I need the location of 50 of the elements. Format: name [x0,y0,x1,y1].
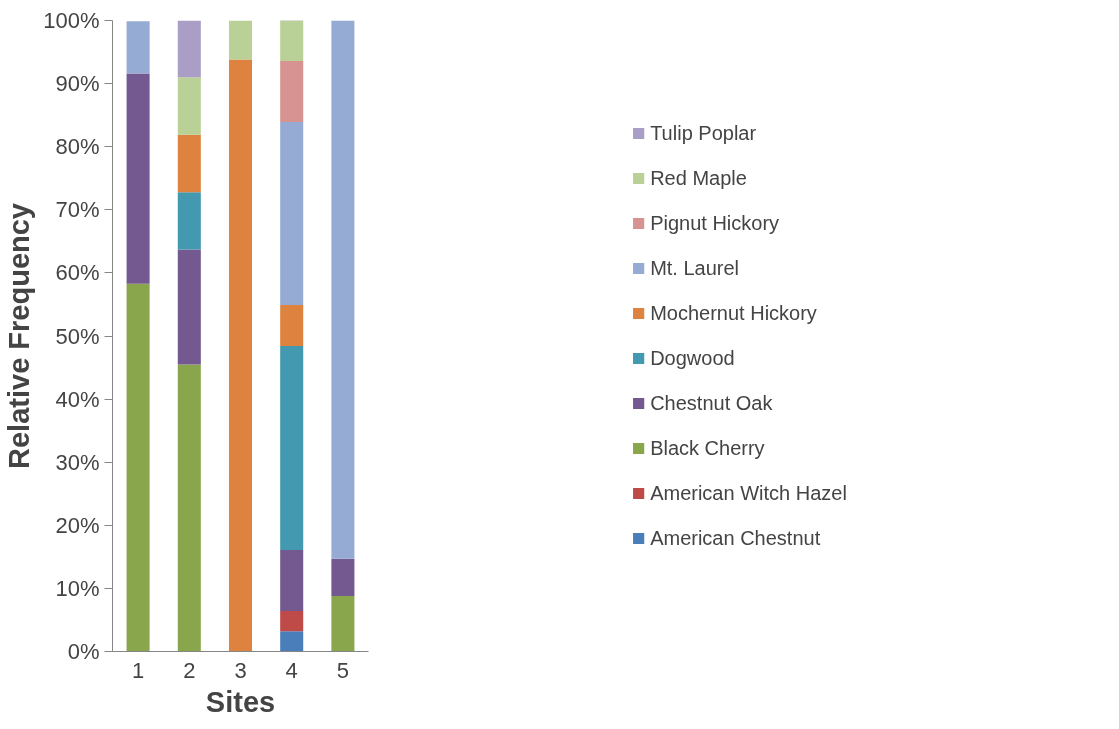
x-tick-label: 5 [336,657,350,683]
y-tick-label: 50% [55,323,100,349]
y-tick-label: 0% [67,639,100,664]
legend-label: Mochernut Hickory [650,301,817,325]
x-tick-label: 1 [131,657,145,683]
bar [280,60,304,123]
bar [280,549,304,612]
y-tick-label: 10% [55,575,100,601]
bar [177,77,201,135]
legend-label: Tulip Poplar [650,121,757,145]
bar [126,283,150,652]
bar [177,20,201,78]
legend-label: Mt. Laurel [650,256,740,280]
y-tick-label: 20% [55,512,100,538]
bar [280,346,304,550]
bar [280,631,304,652]
bar [331,558,355,596]
legend-label: Pignut Hickory [650,211,780,235]
legend-label: Chestnut Oak [650,391,773,415]
legend-label: American Chestnut [650,526,821,550]
bar [177,249,201,365]
y-tick-label: 80% [55,134,100,160]
x-tick-label: 3 [234,657,247,683]
bar [126,21,150,74]
bar [280,305,304,347]
bar [331,20,355,559]
x-axis-title: Sites [205,685,276,718]
bar [177,134,201,193]
legend-label: American Witch Hazel [650,481,847,505]
y-tick-label: 70% [55,197,100,223]
x-tick-label: 2 [183,657,196,683]
y-tick-label: 90% [55,71,100,97]
y-tick-label: 60% [55,260,100,286]
legend-label: Dogwood [650,346,735,370]
y-tick-label: 40% [55,386,100,412]
y-axis-title: Relative Frequency [3,203,36,469]
legend-label: Red Maple [650,166,747,190]
y-tick-label: 30% [55,449,100,475]
bar [228,59,253,652]
bar [331,595,355,652]
bar [177,192,201,250]
bar [280,611,304,632]
legend-label: Black Cherry [650,436,765,460]
bar [280,122,304,306]
bar [177,364,201,652]
y-tick-label: 100% [43,8,100,33]
bar [228,20,253,60]
x-tick-label: 4 [285,657,298,683]
bar [280,20,304,61]
bar [126,73,150,284]
